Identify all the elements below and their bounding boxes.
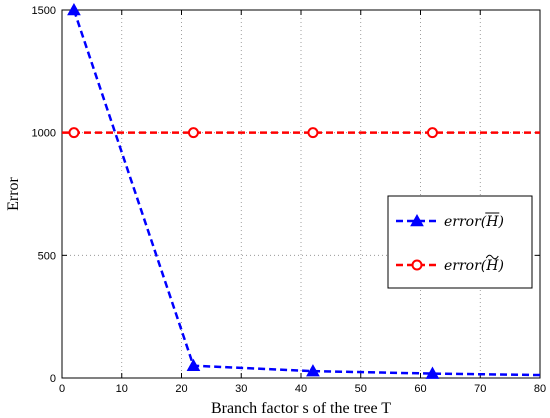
x-tick-label: 70: [474, 383, 486, 395]
series-1: [67, 2, 541, 379]
legend-label: error(H): [444, 214, 504, 230]
legend-label: error(H): [444, 258, 504, 274]
y-tick-label: 500: [38, 250, 56, 262]
x-tick-label: 10: [116, 383, 128, 395]
x-axis-label: Branch factor s of the tree T: [211, 400, 391, 417]
circle-marker: [68, 127, 80, 139]
x-tick-label: 20: [175, 383, 187, 395]
legend-triangle-icon: [410, 213, 424, 227]
triangle-marker: [306, 364, 320, 377]
legend-box: [387, 195, 533, 289]
axis-ticks: 0 10 20 30 40 50 60 70 80 0 500 1000 1500: [32, 5, 547, 395]
grid: [62, 10, 540, 378]
x-tick-label: 0: [59, 383, 65, 395]
y-axis-label: Error: [5, 176, 22, 210]
triangle-marker: [67, 2, 81, 16]
legend-symbol: H: [485, 214, 499, 230]
x-tick-label: 50: [355, 383, 367, 395]
tilde-accent: [485, 254, 499, 260]
x-tick-label: 80: [534, 383, 546, 395]
circle-marker: [307, 127, 319, 139]
series-2: [62, 127, 540, 139]
x-tick-label: 40: [295, 383, 307, 395]
x-tick-label: 30: [235, 383, 247, 395]
circle-marker: [187, 127, 199, 139]
y-tick-label: 1000: [32, 128, 56, 140]
triangle-marker: [425, 366, 440, 379]
triangle-marker: [186, 358, 201, 372]
y-tick-label: 1500: [32, 5, 56, 17]
series-layer: [62, 2, 541, 379]
legend-symbol: H: [485, 258, 499, 274]
x-tick-label: 60: [414, 383, 426, 395]
legend: error(H) error(H): [387, 195, 533, 289]
y-tick-label: 0: [50, 373, 56, 385]
legend-circle-icon: [411, 259, 423, 271]
series-line: [72, 9, 541, 377]
circle-marker: [426, 127, 438, 139]
